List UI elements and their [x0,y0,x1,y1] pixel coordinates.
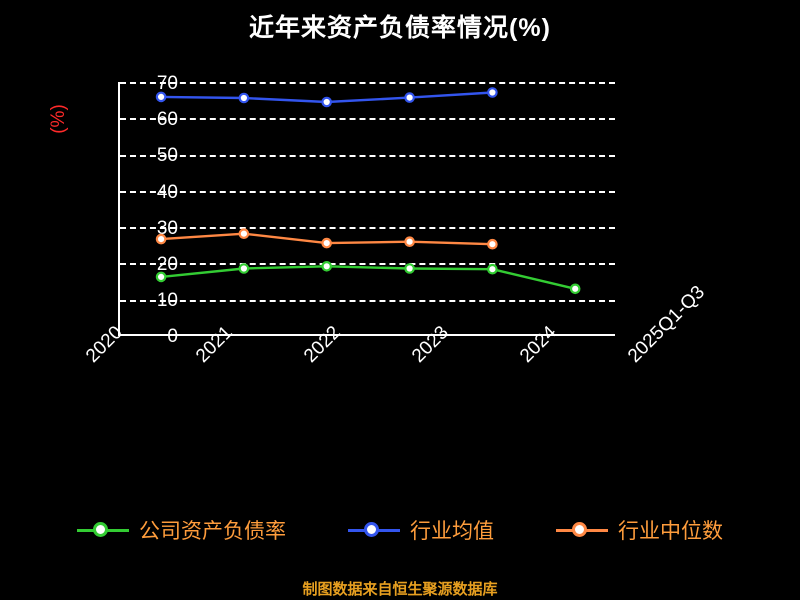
data-point [321,96,332,108]
footnote: 制图数据来自恒生聚源数据库 [302,581,498,598]
data-point [155,233,167,245]
legend-line-industry-median [556,521,608,537]
legend-dot-industry-mean [364,521,379,537]
gridline-70 [120,82,615,84]
gridline-20 [120,263,615,266]
legend-dot-industry-median [572,521,587,537]
gridline-40 [120,190,615,193]
data-point [238,263,250,274]
legend-dot-company [93,521,108,537]
data-point [404,236,415,247]
gridline-30 [120,227,615,230]
data-point [487,87,498,98]
chart-series-layer [155,87,581,295]
data-point [155,91,167,103]
data-point [238,228,250,239]
plot-area [118,82,615,336]
gridline-10 [120,299,615,302]
data-point [321,237,332,249]
series-line-0 [160,265,576,290]
gridline-50 [120,154,615,157]
legend-label-company: 公司资产负债率 [139,520,286,543]
data-point [404,92,415,103]
y-axis-label: (%) [47,104,69,134]
legend-line-company [77,521,129,537]
legend-line-industry-mean [348,521,400,537]
data-point [155,271,167,283]
data-point [569,283,581,295]
data-point [487,263,498,275]
page-title: 近年来资产负债率情况(%) [249,14,551,42]
legend-item-industry-median[interactable]: 行业中位数 [556,515,723,545]
data-point [404,263,415,274]
legend-label-industry-median: 行业中位数 [618,520,723,543]
gridline-60 [120,118,615,121]
legend-item-industry-mean[interactable]: 行业均值 [348,515,494,545]
legend-item-company[interactable]: 公司资产负债率 [77,515,286,545]
legend: 公司资产负债率 行业均值 行业中位数 [0,515,800,545]
data-point [238,92,250,104]
y-tick-0: 0 [167,326,178,347]
data-point [487,238,498,250]
legend-label-industry-mean: 行业均值 [410,520,494,543]
data-point [321,261,332,272]
x-tick-2025q1-q3: 2025Q1-Q3 [624,281,710,367]
